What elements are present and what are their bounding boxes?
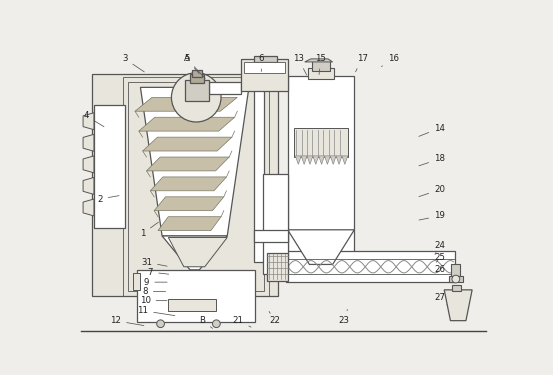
Bar <box>254 56 277 62</box>
Text: 16: 16 <box>382 54 399 67</box>
Text: 25: 25 <box>434 253 445 262</box>
Bar <box>449 276 463 282</box>
Text: 6: 6 <box>259 54 264 72</box>
Bar <box>137 270 255 322</box>
Text: A: A <box>184 54 199 74</box>
Bar <box>452 285 461 291</box>
Polygon shape <box>162 236 227 270</box>
Text: 31: 31 <box>141 258 167 267</box>
Polygon shape <box>336 156 342 164</box>
Text: 19: 19 <box>419 211 445 220</box>
Text: 13: 13 <box>293 54 306 75</box>
Bar <box>244 62 285 74</box>
Polygon shape <box>301 156 307 164</box>
Text: 10: 10 <box>139 296 167 305</box>
Text: 22: 22 <box>269 311 280 325</box>
Bar <box>185 80 208 101</box>
Polygon shape <box>444 290 472 321</box>
Polygon shape <box>342 156 348 164</box>
Text: 21: 21 <box>233 316 251 327</box>
Bar <box>94 105 125 228</box>
Text: 1: 1 <box>140 222 158 238</box>
Bar <box>263 174 288 274</box>
Polygon shape <box>143 137 232 151</box>
Bar <box>254 230 289 242</box>
Bar <box>168 299 216 311</box>
Text: 17: 17 <box>356 54 368 72</box>
Polygon shape <box>305 59 332 62</box>
Bar <box>288 76 354 261</box>
Text: B: B <box>200 316 212 328</box>
Circle shape <box>171 73 221 122</box>
Polygon shape <box>295 156 301 164</box>
Polygon shape <box>330 156 336 164</box>
Bar <box>128 82 264 291</box>
Text: 20: 20 <box>419 185 445 196</box>
Polygon shape <box>158 217 221 231</box>
Polygon shape <box>135 98 237 111</box>
Bar <box>92 74 278 296</box>
Polygon shape <box>168 237 227 267</box>
Bar <box>308 68 334 79</box>
Text: 18: 18 <box>419 154 445 166</box>
Text: 11: 11 <box>137 306 175 316</box>
Text: 7: 7 <box>148 268 169 277</box>
Polygon shape <box>154 197 224 211</box>
Polygon shape <box>140 87 249 236</box>
Text: 3: 3 <box>122 54 144 72</box>
Bar <box>286 251 455 282</box>
Bar <box>267 253 289 280</box>
Circle shape <box>452 275 460 283</box>
Text: 27: 27 <box>434 293 447 305</box>
Bar <box>190 74 204 84</box>
Polygon shape <box>325 156 330 164</box>
Bar <box>241 59 288 91</box>
Polygon shape <box>83 134 94 151</box>
Polygon shape <box>83 199 94 216</box>
Bar <box>254 77 264 262</box>
Text: 9: 9 <box>144 278 167 286</box>
Text: 14: 14 <box>419 124 445 136</box>
Polygon shape <box>83 156 94 173</box>
Polygon shape <box>288 230 354 264</box>
Polygon shape <box>313 156 319 164</box>
Bar <box>451 264 461 278</box>
Circle shape <box>212 320 220 328</box>
Polygon shape <box>83 113 94 130</box>
Text: 8: 8 <box>142 287 165 296</box>
Bar <box>294 128 348 158</box>
Bar <box>123 77 269 296</box>
Text: 2: 2 <box>97 195 119 204</box>
Bar <box>208 82 241 94</box>
Text: 4: 4 <box>84 111 104 127</box>
Polygon shape <box>319 156 325 164</box>
Text: 5: 5 <box>184 54 205 78</box>
Polygon shape <box>150 177 227 191</box>
Polygon shape <box>83 177 94 194</box>
Text: 23: 23 <box>339 309 349 325</box>
Bar <box>191 70 202 77</box>
Circle shape <box>156 320 164 328</box>
Polygon shape <box>307 156 313 164</box>
Text: 12: 12 <box>110 316 144 326</box>
Polygon shape <box>139 117 234 131</box>
Text: 24: 24 <box>434 241 445 255</box>
Text: 15: 15 <box>316 54 326 75</box>
Bar <box>133 273 140 290</box>
Text: 26: 26 <box>434 266 445 274</box>
Polygon shape <box>147 157 229 171</box>
Bar <box>312 60 330 71</box>
